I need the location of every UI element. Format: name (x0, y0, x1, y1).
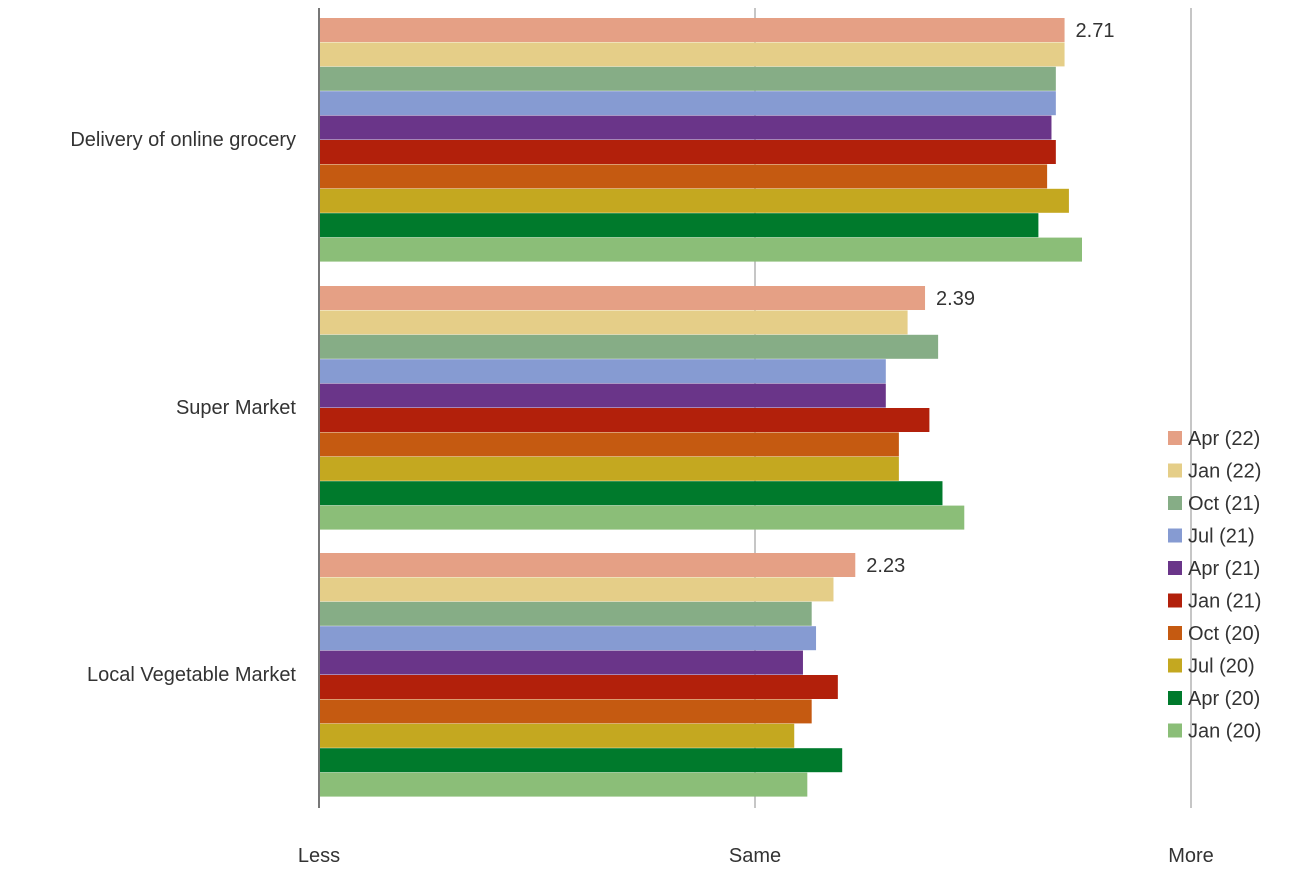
legend-swatch (1168, 723, 1182, 738)
bar-jan-22-0 (320, 42, 1065, 67)
bar-apr-20-0 (320, 213, 1039, 238)
legend: Apr (22) Jan (22) Oct (21) Jul (21) Apr (21)… (1168, 428, 1261, 743)
bar-oct-21-2 (320, 601, 812, 626)
bars (320, 18, 1082, 797)
legend-label: Apr (21) (1188, 558, 1260, 580)
bar-jul-20-1 (320, 456, 899, 481)
bar-apr-21-1 (320, 383, 886, 408)
x-tick-label: Less (298, 845, 340, 867)
bar-apr-21-2 (320, 650, 803, 675)
category-label: Super Market (176, 397, 296, 419)
category-label: Delivery of online grocery (70, 129, 296, 151)
x-tick-label: More (1168, 845, 1214, 867)
data-label: 2.23 (866, 555, 905, 577)
bar-oct-20-0 (320, 164, 1048, 189)
legend-swatch (1168, 496, 1182, 510)
legend-swatch (1168, 431, 1182, 445)
bar-jan-20-1 (320, 505, 965, 530)
legend-label: Jan (20) (1188, 721, 1261, 743)
legend-swatch (1168, 593, 1182, 608)
bar-jul-20-0 (320, 188, 1069, 213)
bar-jan-21-2 (320, 675, 838, 699)
legend-swatch (1168, 658, 1182, 673)
bar-jan-20-0 (320, 237, 1082, 262)
legend-swatch (1168, 561, 1182, 575)
bar-apr-22-1 (320, 286, 926, 310)
x-tick-labels: Less Same More (298, 845, 1214, 867)
bar-apr-22-2 (320, 553, 856, 577)
bar-jan-20-2 (320, 772, 808, 797)
bar-oct-21-1 (320, 334, 939, 359)
legend-swatch (1168, 626, 1182, 640)
category-label: Local Vegetable Market (87, 664, 296, 686)
bar-jul-21-0 (320, 91, 1056, 116)
bar-jan-21-0 (320, 140, 1056, 164)
legend-label: Apr (20) (1188, 688, 1260, 710)
bar-jul-21-2 (320, 626, 817, 651)
category-labels: Delivery of online grocery Super Market Lo… (70, 129, 296, 686)
legend-label: Oct (20) (1188, 623, 1260, 645)
legend-label: Jan (22) (1188, 461, 1261, 483)
x-tick-label: Same (729, 845, 781, 867)
bar-oct-20-2 (320, 699, 812, 724)
bar-jan-22-2 (320, 577, 834, 602)
bar-oct-21-0 (320, 66, 1056, 91)
bar-jul-21-1 (320, 359, 886, 384)
bar-jul-20-2 (320, 723, 795, 748)
legend-swatch (1168, 691, 1182, 705)
bar-apr-22-0 (320, 18, 1065, 42)
bar-jan-21-1 (320, 408, 930, 432)
legend-label: Apr (22) (1188, 428, 1260, 450)
bar-apr-20-2 (320, 748, 843, 773)
legend-label: Jan (21) (1188, 591, 1261, 613)
bar-apr-21-0 (320, 115, 1052, 140)
bar-oct-20-1 (320, 432, 899, 457)
bar-apr-20-1 (320, 481, 943, 506)
data-label: 2.71 (1076, 20, 1115, 42)
legend-swatch (1168, 463, 1182, 478)
legend-label: Jul (20) (1188, 656, 1255, 678)
data-labels: 2.71 2.39 2.23 (866, 20, 1114, 577)
legend-swatch (1168, 528, 1182, 543)
bar-jan-22-1 (320, 310, 908, 335)
legend-label: Jul (21) (1188, 526, 1255, 548)
data-label: 2.39 (936, 288, 975, 310)
legend-label: Oct (21) (1188, 493, 1260, 515)
